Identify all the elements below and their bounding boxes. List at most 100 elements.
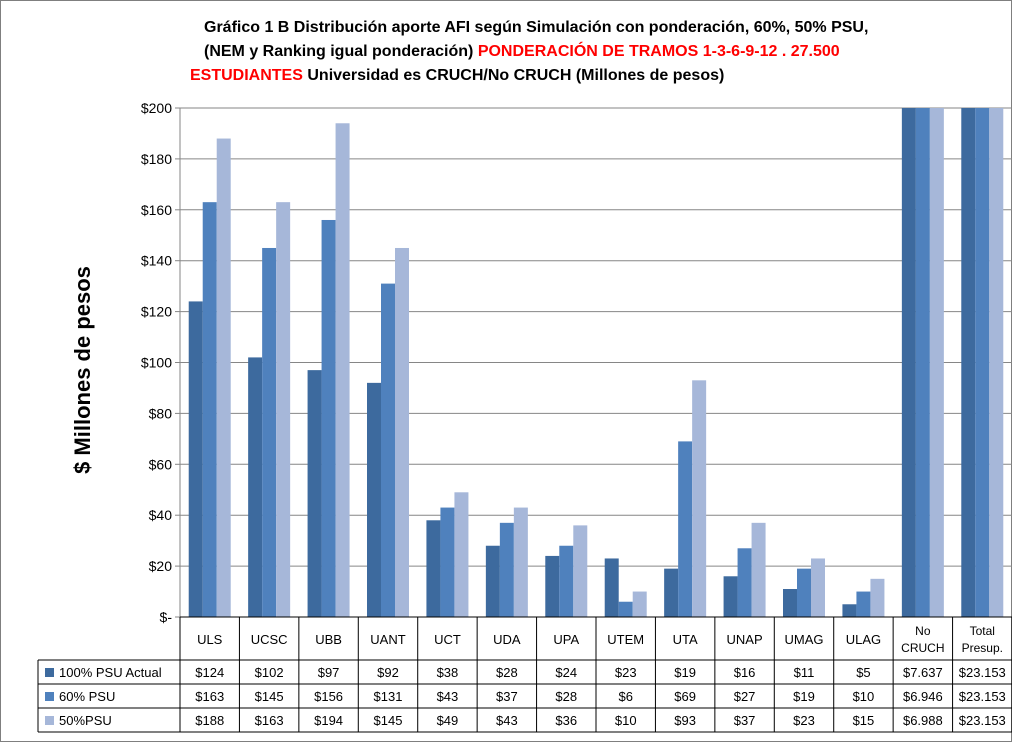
data-label: $15 bbox=[853, 713, 875, 728]
data-label: $28 bbox=[496, 665, 518, 680]
bar-1 bbox=[188, 301, 203, 617]
legend-label: 50%PSU bbox=[59, 713, 112, 728]
data-label: $145 bbox=[255, 689, 284, 704]
data-label: $16 bbox=[734, 665, 756, 680]
data-label: $27 bbox=[734, 689, 756, 704]
data-label: $97 bbox=[318, 665, 340, 680]
bar-1 bbox=[842, 604, 857, 617]
bar-2 bbox=[381, 283, 395, 617]
bar-2 bbox=[499, 522, 514, 617]
data-label: $37 bbox=[496, 689, 518, 704]
bar-3 bbox=[216, 138, 231, 618]
data-label: $23.153 bbox=[959, 665, 1006, 680]
bar-2 bbox=[915, 108, 930, 617]
category-label: Total Presup. bbox=[962, 624, 1003, 655]
category-label: UPA bbox=[553, 632, 579, 647]
data-label: $24 bbox=[555, 665, 577, 680]
legend-key-1 bbox=[45, 668, 54, 677]
title-highlight: ESTUDIANTES bbox=[190, 67, 303, 84]
data-label: $11 bbox=[794, 665, 815, 680]
data-label: $6.988 bbox=[903, 713, 943, 728]
bar-1 bbox=[723, 576, 738, 617]
bar-1 bbox=[901, 108, 916, 617]
category-label: UBB bbox=[315, 632, 342, 647]
bar-1 bbox=[545, 555, 560, 617]
bar-3 bbox=[573, 525, 588, 617]
data-label: $23.153 bbox=[959, 713, 1006, 728]
data-label: $131 bbox=[374, 689, 403, 704]
bar-1 bbox=[307, 370, 322, 617]
data-label: $92 bbox=[377, 665, 399, 680]
category-label: UANT bbox=[370, 632, 405, 647]
data-label: $6.946 bbox=[903, 689, 943, 704]
bar-3 bbox=[811, 558, 825, 617]
data-label: $37 bbox=[734, 713, 756, 728]
bar-2 bbox=[737, 548, 752, 617]
data-label: $93 bbox=[674, 713, 696, 728]
data-label: $43 bbox=[437, 689, 459, 704]
title-text: Universidad es CRUCH/No CRUCH (Millones … bbox=[307, 67, 725, 84]
bar-2 bbox=[797, 568, 811, 617]
chart-title-line-1: Gráfico 1 B Distribución aporte AFI segú… bbox=[204, 18, 868, 38]
y-tick-label: $120 bbox=[141, 304, 172, 320]
data-label: $6 bbox=[618, 689, 632, 704]
legend-label: 60% PSU bbox=[59, 689, 115, 704]
data-label: $5 bbox=[856, 665, 870, 680]
bar-3 bbox=[632, 591, 647, 617]
category-label: UCT bbox=[434, 632, 461, 647]
bar-2 bbox=[559, 545, 574, 617]
category-label: UCSC bbox=[251, 632, 288, 647]
category-label: ULAG bbox=[846, 632, 881, 647]
bar-1 bbox=[426, 520, 441, 617]
category-label: UTA bbox=[673, 632, 698, 647]
title-highlight: PONDERACIÓN DE TRAMOS 1-3-6-9-12 . 27.50… bbox=[477, 43, 840, 60]
bar-1 bbox=[248, 357, 263, 617]
bar-3 bbox=[335, 123, 350, 618]
data-label: $19 bbox=[793, 689, 815, 704]
data-label: $145 bbox=[374, 713, 403, 728]
bar-2 bbox=[262, 247, 277, 617]
y-tick-label: $60 bbox=[149, 456, 173, 472]
bar-3 bbox=[929, 108, 944, 617]
chart-title-line-3: ESTUDIANTES Universidad es CRUCH/No CRUC… bbox=[190, 66, 724, 86]
bar-3 bbox=[276, 202, 291, 618]
bar-2 bbox=[440, 507, 455, 617]
data-label: $69 bbox=[674, 689, 696, 704]
data-label: $19 bbox=[674, 665, 696, 680]
bar-2 bbox=[321, 219, 336, 618]
bar-3 bbox=[395, 247, 409, 617]
bar-3 bbox=[751, 522, 766, 617]
bar-2 bbox=[975, 108, 990, 617]
legend-key-3 bbox=[45, 716, 54, 725]
bar-1 bbox=[604, 558, 619, 617]
data-label: $36 bbox=[555, 713, 577, 728]
data-label: $156 bbox=[314, 689, 343, 704]
y-tick-label: $- bbox=[160, 609, 173, 625]
data-label: $188 bbox=[195, 713, 224, 728]
data-label: $124 bbox=[195, 665, 224, 680]
bar-1 bbox=[961, 108, 976, 617]
y-tick-label: $40 bbox=[149, 507, 173, 523]
data-label: $10 bbox=[853, 689, 875, 704]
data-label: $10 bbox=[615, 713, 637, 728]
y-tick-label: $140 bbox=[141, 253, 172, 269]
data-label: $7.637 bbox=[903, 665, 943, 680]
data-label: $163 bbox=[195, 689, 224, 704]
bar-3 bbox=[692, 380, 707, 617]
y-tick-label: $160 bbox=[141, 202, 172, 218]
data-label: $163 bbox=[255, 713, 284, 728]
bar-1 bbox=[367, 382, 381, 617]
data-label: $102 bbox=[255, 665, 284, 680]
bar-2 bbox=[618, 601, 633, 617]
legend-label: 100% PSU Actual bbox=[59, 665, 162, 680]
bar-2 bbox=[202, 202, 217, 618]
bar-1 bbox=[485, 545, 500, 617]
category-label: No CRUCH bbox=[901, 624, 944, 655]
y-tick-label: $20 bbox=[149, 558, 173, 574]
data-label: $23 bbox=[793, 713, 815, 728]
y-tick-label: $100 bbox=[141, 355, 172, 371]
y-tick-label: $80 bbox=[149, 405, 173, 421]
title-text: Gráfico 1 B Distribución aporte AFI segú… bbox=[204, 19, 869, 36]
bar-3 bbox=[989, 108, 1004, 617]
